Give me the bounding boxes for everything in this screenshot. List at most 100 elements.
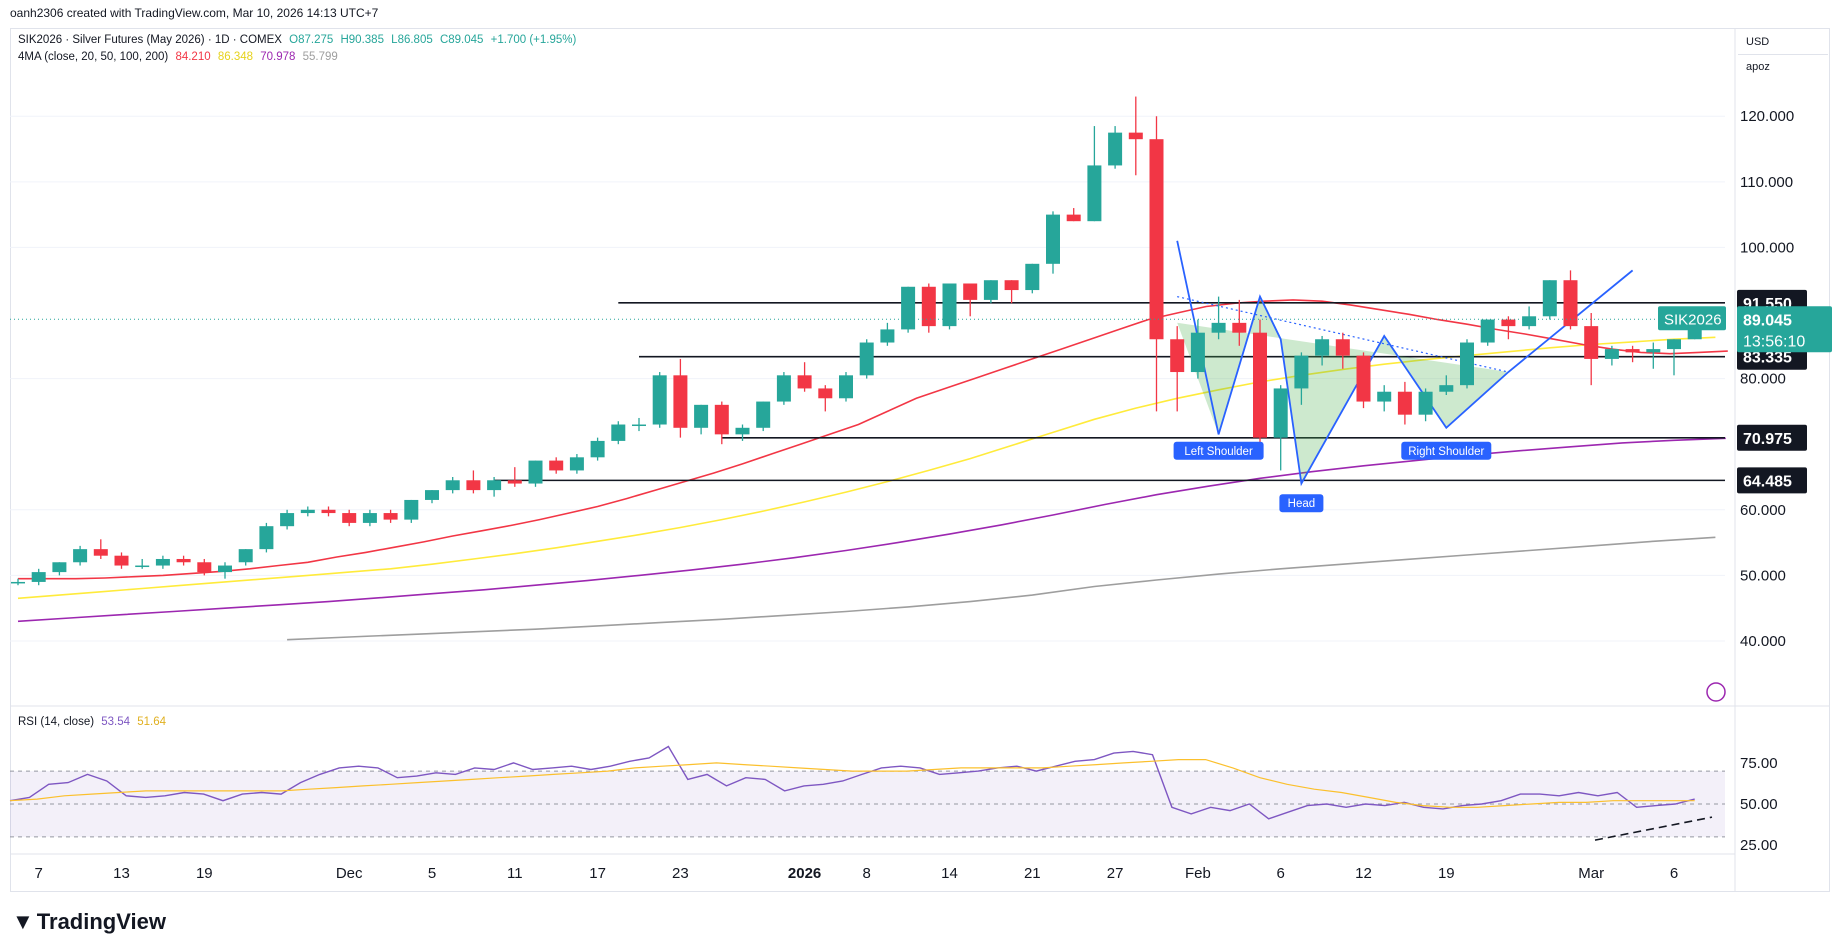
candle-body	[487, 480, 502, 491]
ma100-line	[17, 437, 1726, 623]
candle-body	[1170, 339, 1185, 373]
candle-body	[197, 562, 212, 573]
candle-body	[1563, 280, 1578, 327]
x-tick-label: 27	[1107, 865, 1124, 882]
lightning-icon	[1706, 682, 1726, 702]
candle-body	[1046, 214, 1060, 264]
x-tick-label: 6	[1277, 865, 1285, 882]
ohlc-change: +1.700 (+1.95%)	[490, 34, 577, 46]
candle-body	[735, 427, 750, 435]
rsi-trendline	[1594, 816, 1713, 841]
candle-body	[1480, 319, 1495, 343]
y-tick-label: 50.000	[1740, 567, 1786, 584]
candle-body	[1522, 316, 1537, 327]
candle-body	[528, 460, 543, 484]
symbol-legend[interactable]: SIK2026 · Silver Futures (May 2026) · 1D…	[18, 34, 580, 46]
rsi-value: 53.54	[101, 716, 131, 728]
candle-body	[155, 558, 170, 566]
neckline	[1177, 296, 1509, 373]
candle-body	[52, 562, 67, 573]
candle-body	[1232, 322, 1247, 333]
candle-body	[73, 549, 88, 563]
candle-body	[1501, 319, 1516, 327]
candle-body	[1315, 339, 1330, 356]
candle-body	[342, 513, 357, 523]
candle-body	[921, 286, 936, 327]
symbol-tag-box	[1658, 306, 1726, 331]
x-tick-label: 21	[1024, 865, 1041, 882]
ma100-value: 70.978	[260, 51, 296, 63]
candle-body	[1584, 326, 1599, 359]
ohlc-high: H90.385	[340, 34, 384, 46]
candle-body	[1087, 165, 1102, 222]
candle-body	[880, 329, 895, 343]
pattern-label-box	[1279, 494, 1324, 513]
candle-body	[776, 375, 791, 402]
x-tick-label: 6	[1670, 865, 1678, 882]
ma-label: 4MA (close, 20, 50, 100, 200)	[18, 51, 169, 63]
candle-body	[1625, 349, 1640, 353]
level-label: 70.975	[1743, 431, 1792, 448]
candle-body	[445, 480, 460, 491]
x-tick-label: 23	[672, 865, 689, 882]
candle-body	[983, 280, 998, 300]
brand-name: TradingView	[36, 909, 166, 934]
y-tick-label: 100.000	[1740, 239, 1794, 256]
level-label-box	[1737, 424, 1807, 451]
x-tick-label: Dec	[336, 865, 363, 882]
candle-body	[859, 342, 874, 376]
symbol-line: SIK2026 · Silver Futures (May 2026) · 1D…	[18, 34, 282, 46]
currency-label: USD	[1738, 30, 1828, 55]
candle-body	[1253, 332, 1267, 438]
x-tick-label: 17	[589, 865, 606, 882]
pattern-label: Head	[1288, 498, 1316, 510]
candle-body	[963, 283, 978, 300]
candle-body	[818, 388, 833, 399]
rsi-ma-line	[9, 759, 1695, 808]
ma20-value: 84.210	[175, 51, 211, 63]
candle-body	[362, 513, 377, 523]
candle-body	[1211, 322, 1226, 333]
rsi-tick-label: 50.00	[1740, 796, 1778, 813]
candle-body	[1542, 280, 1557, 317]
price-tag-box	[1737, 306, 1832, 353]
rsi-label: RSI (14, close)	[18, 716, 95, 728]
candle-body	[300, 509, 315, 514]
x-tick-label: 8	[863, 865, 871, 882]
candle-body	[93, 549, 108, 556]
pattern-label-box	[1173, 441, 1264, 460]
candle-body	[11, 581, 25, 584]
candle-body	[135, 565, 150, 568]
candle-body	[1397, 391, 1412, 415]
tradingview-logo[interactable]: ▼ TradingView	[12, 909, 166, 935]
candle-body	[1356, 355, 1371, 402]
x-tick-label: 19	[1438, 865, 1455, 882]
candle-body	[1190, 332, 1205, 373]
candle-body	[1460, 342, 1474, 386]
rsi-legend[interactable]: RSI (14, close) 53.54 51.64	[18, 716, 170, 728]
candle-body	[590, 440, 605, 458]
candle-body	[673, 375, 688, 428]
x-tick-label: 14	[941, 865, 958, 882]
y-tick-label: 120.000	[1740, 108, 1794, 125]
user-label: apoz	[1746, 61, 1770, 73]
candle-body	[1128, 132, 1143, 140]
candle-body	[942, 283, 957, 327]
candle-body	[632, 424, 646, 427]
candle-body	[1377, 391, 1392, 402]
candle-body	[1149, 139, 1164, 340]
candle-body	[901, 286, 916, 330]
ohlc-low: L86.805	[391, 34, 433, 46]
candle-body	[404, 499, 419, 520]
candle-body	[31, 572, 46, 582]
ma-legend[interactable]: 4MA (close, 20, 50, 100, 200) 84.210 86.…	[18, 51, 342, 63]
candle-body	[714, 404, 729, 435]
ma200-line	[287, 536, 1716, 641]
chart-credit: oanh2306 created with TradingView.com, M…	[10, 6, 379, 20]
symbol-tag: SIK2026	[1664, 311, 1722, 328]
candle-body	[569, 457, 584, 471]
x-tick-label: 13	[113, 865, 130, 882]
x-tick-label: Mar	[1578, 865, 1604, 882]
ohlc-open: O87.275	[289, 34, 334, 46]
